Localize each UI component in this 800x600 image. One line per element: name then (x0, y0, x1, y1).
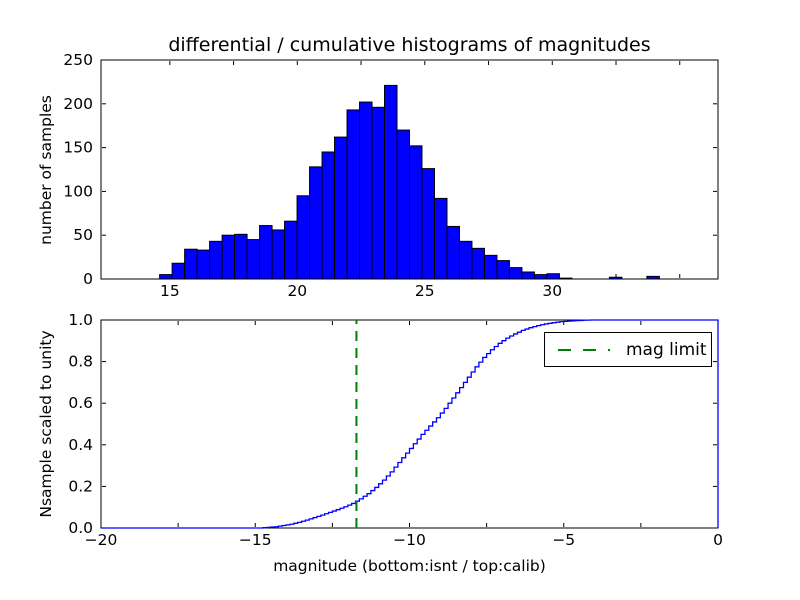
histogram-bar (409, 145, 423, 280)
x-tick-label: 0 (713, 531, 723, 549)
histogram-bar (209, 240, 223, 280)
histogram-bar (396, 129, 411, 280)
x-tick-label: 20 (287, 282, 307, 300)
x-tick-label: −10 (393, 531, 426, 549)
histogram-bar (496, 260, 510, 280)
legend: mag limit (544, 332, 712, 367)
histogram-bar (446, 225, 460, 280)
histogram-bar (533, 274, 548, 280)
histogram-bar (384, 84, 398, 280)
chart-title: differential / cumulative histograms of … (168, 34, 651, 56)
y-tick-label: 250 (63, 51, 93, 69)
x-tick-label: −15 (239, 531, 272, 549)
histogram-bar (359, 101, 373, 280)
x-tick-label: 25 (415, 282, 435, 300)
legend-label: mag limit (626, 339, 707, 360)
y-tick-label: 0.4 (68, 436, 93, 454)
histogram-bar (309, 166, 323, 280)
histogram-bar (371, 106, 386, 280)
y-tick-label: 0 (83, 270, 93, 288)
histogram-bar (421, 168, 435, 280)
histogram-bar (259, 225, 273, 280)
y-tick-label: 150 (63, 139, 93, 157)
histogram-bar (521, 271, 535, 280)
histogram-bar (246, 239, 261, 280)
y-tick-label: 0.2 (68, 477, 93, 495)
top-axes-frame (100, 59, 719, 280)
y-tick-label: 200 (63, 95, 93, 113)
histogram-bar (171, 262, 186, 280)
y-tick-label: 0.0 (68, 519, 93, 537)
x-tick-label: −20 (85, 531, 118, 549)
histogram-bar (433, 197, 448, 280)
bottom-x-axis-label: magnitude (bottom:isnt / top:calib) (273, 557, 546, 575)
histogram-bar (458, 240, 473, 280)
histogram-bar (334, 136, 348, 280)
histogram-bar (296, 195, 311, 280)
histogram-bar (221, 234, 236, 280)
histogram-bar (483, 254, 498, 280)
top-y-axis-label: number of samples (37, 95, 55, 245)
histogram-bar (284, 220, 298, 280)
histogram-bar (159, 274, 173, 280)
histogram-bar (471, 247, 485, 280)
histogram-bar (271, 229, 286, 280)
histogram-bar (184, 248, 198, 280)
histogram-bar (234, 233, 248, 280)
bottom-y-axis-label: Nsample scaled to unity (37, 330, 55, 518)
y-tick-label: 1.0 (68, 311, 93, 329)
x-tick-label: 30 (542, 282, 562, 300)
histogram-bar (321, 151, 336, 280)
histogram-bar (196, 249, 211, 280)
x-tick-label: 15 (160, 282, 180, 300)
histogram-bar (508, 267, 523, 280)
histogram-bar (346, 109, 361, 280)
cumulative-curve (101, 319, 719, 529)
y-tick-label: 100 (63, 182, 93, 200)
legend-dashed-line-icon (558, 348, 610, 351)
x-tick-label: −5 (552, 531, 575, 549)
y-tick-label: 0.6 (68, 394, 93, 412)
y-tick-label: 0.8 (68, 353, 93, 371)
y-tick-label: 50 (73, 226, 93, 244)
histogram-bar (546, 273, 560, 280)
